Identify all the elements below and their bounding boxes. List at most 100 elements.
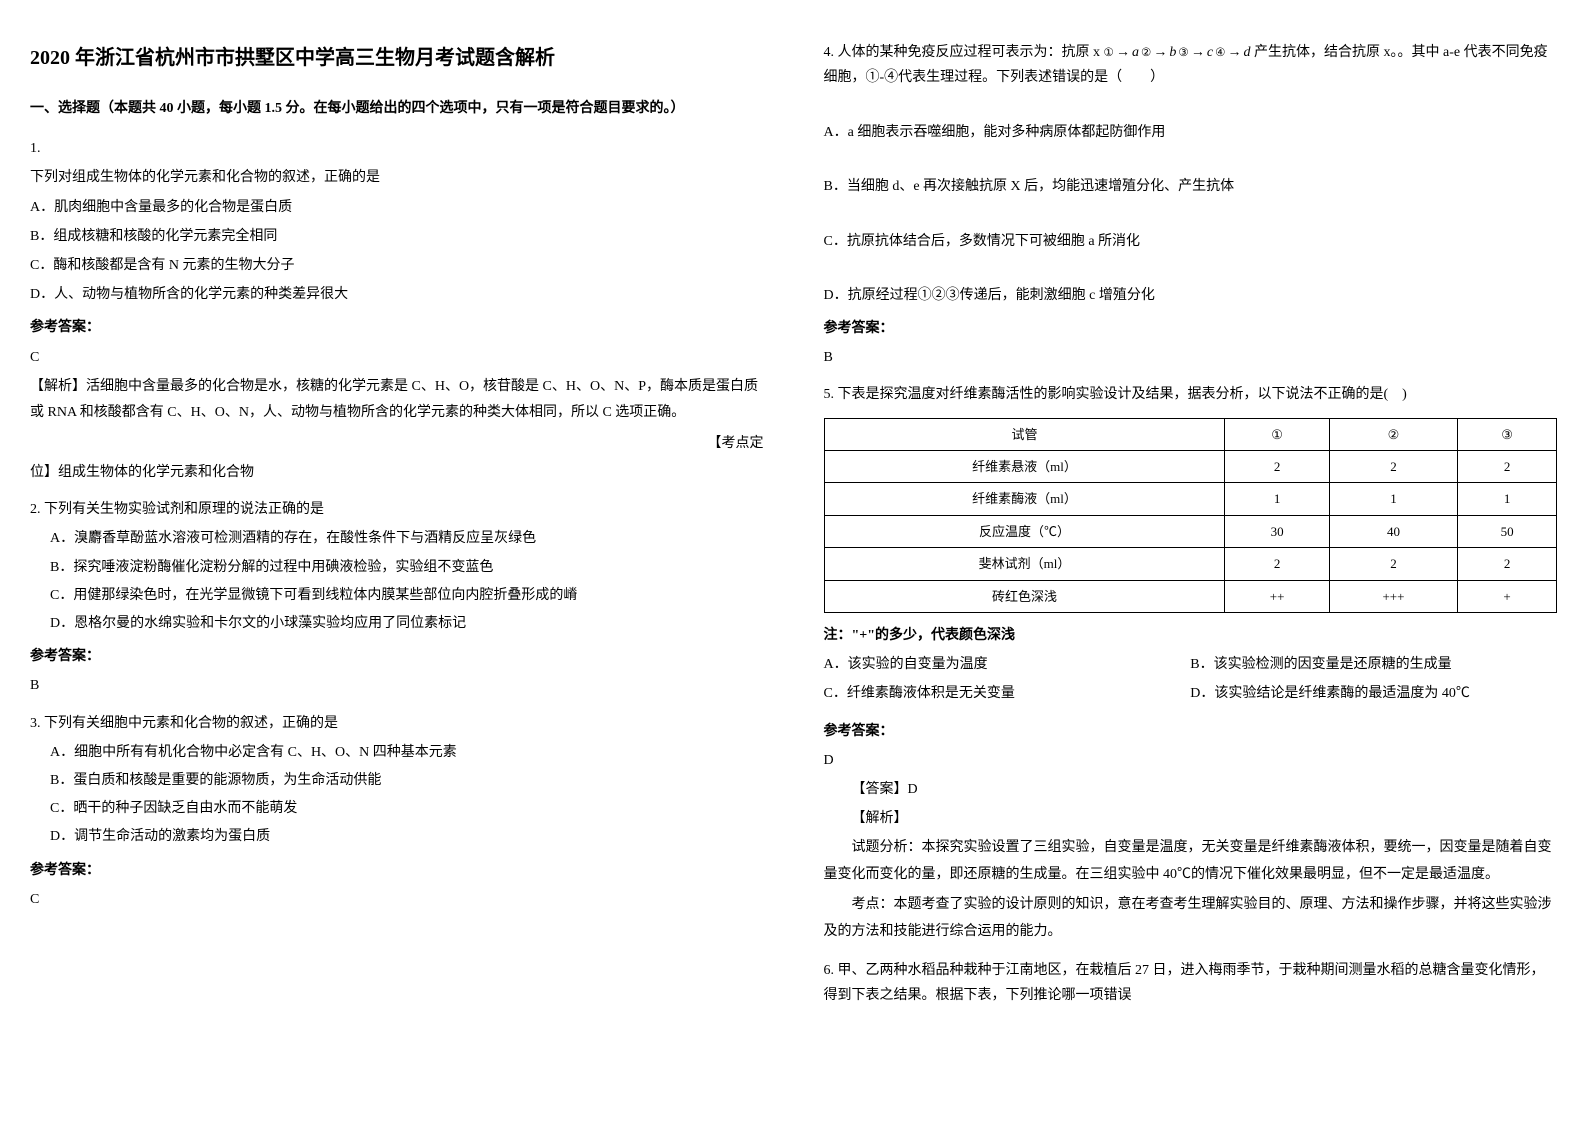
q5-analysis-point: 考点：本题考查了实验的设计原则的知识，意在考查考生理解实验目的、原理、方法和操作… — [824, 892, 1558, 945]
q5-r4c3: 2 — [1329, 548, 1457, 580]
q1-analysis: 【解析】活细胞中含量最多的化合物是水，核糖的化学元素是 C、H、O，核苷酸是 C… — [30, 374, 764, 427]
q5-r3c4: 50 — [1458, 515, 1557, 547]
q4-c: c — [1207, 40, 1213, 65]
q5-r5c1: 砖红色深浅 — [824, 580, 1225, 612]
q5-answer-label: 参考答案： — [824, 719, 1558, 744]
q4-arrow1: → — [1116, 40, 1130, 65]
q1-num: 1. — [30, 136, 764, 161]
q4-answer: B — [824, 345, 1558, 370]
q3-answer-label: 参考答案： — [30, 858, 764, 883]
table-row: 砖红色深浅 ++ +++ + — [824, 580, 1557, 612]
table-row: 反应温度（℃） 30 40 50 — [824, 515, 1557, 547]
q5-r4c4: 2 — [1458, 548, 1557, 580]
q5-stem: 下表是探究温度对纤维素酶活性的影响实验设计及结果，据表分析，以下说法不正确的是(… — [838, 387, 1407, 402]
q5-r4c2: 2 — [1225, 548, 1329, 580]
q4-stem-pre: 人体的某种免疫反应过程可表示为：抗原 x — [838, 45, 1101, 60]
q5-r2c1: 纤维素酶液（ml） — [824, 483, 1225, 515]
q5-optA: A．该实验的自变量为温度 — [824, 652, 1191, 677]
q4-answer-label: 参考答案： — [824, 316, 1558, 341]
q4-arrow2: → — [1153, 40, 1167, 65]
q5-r3c1: 反应温度（℃） — [824, 515, 1225, 547]
q2-optB: B．探究唾液淀粉酶催化淀粉分解的过程中用碘液检验，实验组不变蓝色 — [50, 555, 764, 580]
q1-answer-label: 参考答案： — [30, 315, 764, 340]
q5-r2c2: 1 — [1225, 483, 1329, 515]
q3-answer: C — [30, 887, 764, 912]
q1-optB: B．组成核糖和核酸的化学元素完全相同 — [30, 224, 764, 249]
question-6: 6. 甲、乙两种水稻品种栽种于江南地区，在栽植后 27 日，进入梅雨季节，于栽种… — [824, 958, 1558, 1008]
q4-num: 4. — [824, 45, 835, 60]
q2-stem: 下列有关生物实验试剂和原理的说法正确的是 — [44, 502, 324, 517]
q5-h4: ③ — [1458, 418, 1557, 450]
q5-optD: D．该实验结论是纤维素酶的最适温度为 40℃ — [1190, 681, 1557, 706]
q5-r5c3: +++ — [1329, 580, 1457, 612]
q2-answer-label: 参考答案： — [30, 644, 764, 669]
q1-note2: 位】组成生物体的化学元素和化合物 — [30, 460, 764, 485]
q4-d: d — [1244, 40, 1251, 65]
q5-r1c1: 纤维素悬液（ml） — [824, 451, 1225, 483]
q2-optA: A．溴麝香草酚蓝水溶液可检测酒精的存在，在酸性条件下与酒精反应呈灰绿色 — [50, 526, 764, 551]
q4-optC: C．抗原抗体结合后，多数情况下可被细胞 a 所消化 — [824, 229, 1558, 254]
q6-stem: 甲、乙两种水稻品种栽种于江南地区，在栽植后 27 日，进入梅雨季节，于栽种期间测… — [824, 963, 1545, 1003]
table-row: 试管 ① ② ③ — [824, 418, 1557, 450]
q5-r3c2: 30 — [1225, 515, 1329, 547]
q5-num: 5. — [824, 387, 835, 402]
question-1: 1. 下列对组成生物体的化学元素和化合物的叙述，正确的是 A．肌肉细胞中含量最多… — [30, 136, 764, 485]
q5-r2c4: 1 — [1458, 483, 1557, 515]
q1-optC: C．酶和核酸都是含有 N 元素的生物大分子 — [30, 253, 764, 278]
q5-r5c4: + — [1458, 580, 1557, 612]
q5-r4c1: 斐林试剂（ml） — [824, 548, 1225, 580]
q5-r2c3: 1 — [1329, 483, 1457, 515]
q3-optC: C．晒干的种子因缺乏自由水而不能萌发 — [50, 796, 764, 821]
q2-optD: D．恩格尔曼的水绵实验和卡尔文的小球藻实验均应用了同位素标记 — [50, 611, 764, 636]
q4-circ1: ① — [1104, 42, 1114, 63]
q5-table-note: 注："+"的多少，代表颜色深浅 — [824, 623, 1558, 648]
q4-optB: B．当细胞 d、e 再次接触抗原 X 后，均能迅速增殖分化、产生抗体 — [824, 174, 1558, 199]
q5-h1: 试管 — [824, 418, 1225, 450]
q4-circ2: ② — [1141, 42, 1151, 63]
q5-r1c4: 2 — [1458, 451, 1557, 483]
q4-a: a — [1132, 40, 1139, 65]
q3-stem: 下列有关细胞中元素和化合物的叙述，正确的是 — [44, 716, 338, 731]
q4-optA: A．a 细胞表示吞噬细胞，能对多种病原体都起防御作用 — [824, 120, 1558, 145]
q5-analysis-head: 【解析】 — [824, 806, 1558, 831]
q3-optA: A．细胞中所有有机化合物中必定含有 C、H、O、N 四种基本元素 — [50, 740, 764, 765]
q5-r1c2: 2 — [1225, 451, 1329, 483]
q5-options: A．该实验的自变量为温度 B．该实验检测的因变量是还原糖的生成量 C．纤维素酶液… — [824, 652, 1558, 710]
q5-analysis-label: 【答案】D — [824, 777, 1558, 802]
question-5: 5. 下表是探究温度对纤维素酶活性的影响实验设计及结果，据表分析，以下说法不正确… — [824, 382, 1558, 945]
q4-circ4: ④ — [1215, 42, 1225, 63]
q5-answer: D — [824, 748, 1558, 773]
q4-arrow4: → — [1228, 40, 1242, 65]
q2-optC: C．用健那绿染色时，在光学显微镜下可看到线粒体内膜某些部位向内腔折叠形成的嵴 — [50, 583, 764, 608]
table-row: 纤维素酶液（ml） 1 1 1 — [824, 483, 1557, 515]
table-row: 斐林试剂（ml） 2 2 2 — [824, 548, 1557, 580]
question-2: 2. 下列有关生物实验试剂和原理的说法正确的是 A．溴麝香草酚蓝水溶液可检测酒精… — [30, 497, 764, 698]
table-row: 纤维素悬液（ml） 2 2 2 — [824, 451, 1557, 483]
page-title: 2020 年浙江省杭州市市拱墅区中学高三生物月考试题含解析 — [30, 40, 764, 76]
q1-optA: A．肌肉细胞中含量最多的化合物是蛋白质 — [30, 195, 764, 220]
q5-r5c2: ++ — [1225, 580, 1329, 612]
q5-optB: B．该实验检测的因变量是还原糖的生成量 — [1190, 652, 1557, 677]
q2-num: 2. — [30, 502, 41, 517]
q1-optD: D．人、动物与植物所含的化学元素的种类差异很大 — [30, 282, 764, 307]
q5-r1c3: 2 — [1329, 451, 1457, 483]
q5-r3c3: 40 — [1329, 515, 1457, 547]
q3-optB: B．蛋白质和核酸是重要的能源物质，为生命活动供能 — [50, 768, 764, 793]
q2-answer: B — [30, 673, 764, 698]
q5-table: 试管 ① ② ③ 纤维素悬液（ml） 2 2 2 纤维素酶液（ml） 1 1 1 — [824, 418, 1558, 613]
q1-answer: C — [30, 345, 764, 370]
q1-note: 【考点定 — [30, 431, 764, 456]
q3-optD: D．调节生命活动的激素均为蛋白质 — [50, 824, 764, 849]
q6-num: 6. — [824, 963, 835, 978]
q5-optC: C．纤维素酶液体积是无关变量 — [824, 681, 1191, 706]
q4-arrow3: → — [1191, 40, 1205, 65]
q3-num: 3. — [30, 716, 41, 731]
q4-optD: D．抗原经过程①②③传递后，能刺激细胞 c 增殖分化 — [824, 283, 1558, 308]
section-intro: 一、选择题（本题共 40 小题，每小题 1.5 分。在每小题给出的四个选项中，只… — [30, 96, 764, 121]
q5-h3: ② — [1329, 418, 1457, 450]
question-4: 4. 人体的某种免疫反应过程可表示为：抗原 x ①→a ②→b ③→c ④→d … — [824, 40, 1558, 370]
q5-analysis-body: 试题分析：本探究实验设置了三组实验，自变量是温度，无关变量是纤维素酶液体积，要统… — [824, 835, 1558, 888]
q4-b: b — [1169, 40, 1176, 65]
q4-circ3: ③ — [1178, 42, 1188, 63]
q4-formula: ①→a ②→b ③→c ④→d — [1104, 40, 1251, 65]
